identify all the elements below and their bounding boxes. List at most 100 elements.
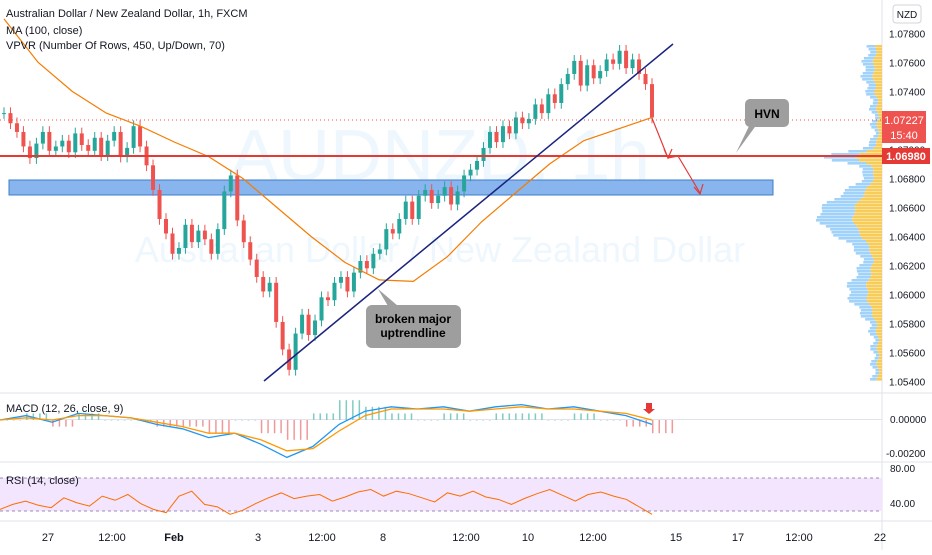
vp-bar-up (857, 201, 882, 204)
candle-body (131, 126, 136, 148)
candle-body (53, 146, 58, 151)
macd-hist-bar (606, 420, 608, 421)
macd-hist-bar (652, 420, 654, 434)
vp-bar-down (831, 153, 860, 156)
currency-button[interactable]: NZD (892, 4, 922, 24)
uptrend-line[interactable] (263, 43, 674, 382)
vp-bar-down (856, 276, 871, 279)
macd-hist-bar (502, 413, 504, 420)
candle-body (293, 333, 298, 370)
candlesticks (2, 44, 654, 376)
vp-bar-up (872, 255, 882, 258)
candle-body (650, 84, 654, 118)
candle-body (118, 131, 123, 157)
vp-bar-up (878, 99, 882, 102)
macd-hist-bar (658, 420, 661, 434)
macd-hist-bar (332, 413, 335, 420)
macd-hist-bar (410, 413, 413, 420)
candle-body (403, 201, 408, 219)
candle-body (637, 59, 642, 74)
macd-hist-bar (299, 420, 302, 440)
macd-hist-bar (339, 400, 341, 420)
vp-bar-up (872, 312, 882, 315)
candle-body (358, 261, 363, 273)
vp-bar-up (874, 93, 882, 96)
vp-bar-up (877, 126, 882, 129)
macd-hist-bar (352, 400, 354, 420)
vp-bar-down (856, 267, 871, 270)
candle-body (546, 94, 551, 114)
uptrend-callout-pointer (378, 289, 398, 306)
macd-hist-bar (528, 413, 530, 420)
vp-bar-up (870, 270, 882, 273)
vp-bar-up (876, 327, 882, 330)
candle-body (332, 282, 337, 301)
macd-hist-bar (599, 420, 602, 421)
vp-bar-down (868, 48, 876, 51)
vp-bar-up (859, 159, 882, 162)
vp-bar-up (871, 165, 882, 168)
vp-bar-down (863, 57, 874, 60)
vp-bar-up (873, 147, 882, 150)
macd-hist-bar (215, 420, 217, 434)
vp-bar-down (825, 225, 857, 228)
macd-hist-bar (19, 420, 22, 421)
candle-body (552, 94, 557, 103)
vp-bar-down (820, 213, 855, 216)
vp-bar-up (852, 219, 882, 222)
macd-hist-bar (65, 420, 67, 427)
uptrend-callout[interactable]: broken major uptrendline (366, 289, 461, 348)
vp-bar-down (866, 93, 875, 96)
price-tick-12: 1.05400 (889, 377, 926, 388)
vp-bar-up (872, 180, 882, 183)
vp-bar-down (869, 141, 877, 144)
macd-hist-bar (97, 413, 100, 420)
macd-hist-bar (462, 413, 465, 420)
vp-bar-down (867, 87, 876, 90)
vp-bar-down (846, 285, 867, 288)
candle-body (455, 191, 460, 205)
vp-bar-down (863, 258, 874, 261)
ma-legend: MA (100, close) (6, 25, 82, 37)
candle-body (66, 140, 71, 153)
macd-hist-bar (149, 420, 152, 421)
candle-body (611, 59, 616, 64)
hvn-callout[interactable]: HVN (736, 99, 789, 153)
vp-bar-down (865, 69, 875, 72)
vp-bar-up (876, 321, 882, 324)
time-axis[interactable]: 27 12:00 Feb 3 12:00 8 12:00 10 12:00 15 17 12:00 22 (42, 532, 886, 544)
vp-bar-down (860, 315, 873, 318)
macd-hist-bar (254, 420, 256, 421)
vp-bar-down (873, 99, 879, 102)
price-tick-2: 1.07400 (889, 87, 926, 98)
vp-bar-up (873, 168, 882, 171)
candle-body (468, 169, 473, 176)
level-price-badge: 1.06980 (882, 148, 930, 164)
candle-body (559, 84, 564, 103)
vp-bar-up (877, 120, 882, 123)
candle-body (630, 59, 635, 69)
price-axis[interactable]: 1.078001.076001.074001.072001.070001.068… (889, 29, 926, 388)
candle-body (86, 145, 91, 151)
uptrend-label-line2: uptrendline (380, 326, 446, 340)
vp-bar-down (833, 234, 861, 237)
vpvr-legend: VPVR (Number Of Rows, 450, Up/Down, 70) (6, 40, 225, 52)
macd-hist-bar (489, 420, 491, 421)
candle-body (60, 140, 65, 147)
level-price-badge-bg (882, 148, 930, 164)
candle-body (539, 104, 544, 114)
candle-body (176, 247, 181, 254)
macd-hist-bar (241, 420, 243, 421)
macd-hist-bar (417, 420, 419, 421)
projection-path (651, 117, 701, 194)
time-tick-2: Feb (164, 532, 184, 544)
macd-hist-bar (130, 420, 132, 421)
macd-hist-bar (345, 400, 348, 420)
vp-bar-down (843, 192, 865, 195)
vp-bar-up (876, 141, 882, 144)
support-zone[interactable] (8, 179, 774, 196)
vp-bar-down (847, 297, 867, 300)
macd-hist-bar (273, 420, 276, 434)
vp-bar-down (844, 189, 866, 192)
candle-body (170, 233, 175, 254)
